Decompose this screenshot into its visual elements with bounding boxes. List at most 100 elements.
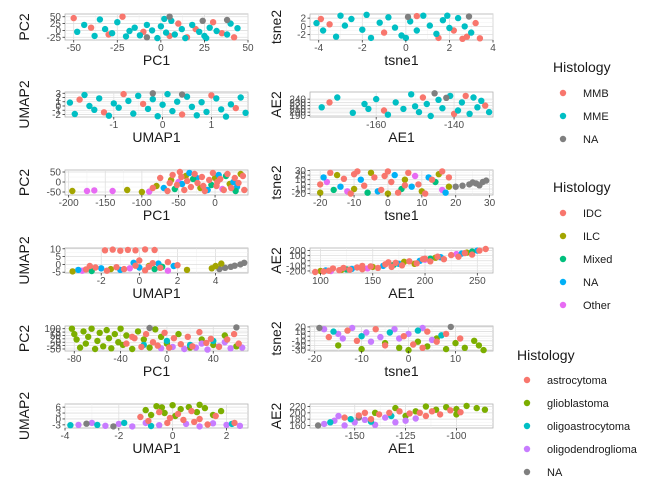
data-point [196, 328, 203, 336]
x-tick-label: 40 [208, 354, 220, 365]
data-point [209, 420, 217, 427]
data-point [203, 34, 210, 42]
data-point [183, 93, 191, 100]
data-point [386, 329, 393, 336]
data-points [66, 90, 249, 120]
data-point [378, 186, 385, 194]
data-point [448, 251, 455, 259]
data-point [203, 339, 210, 347]
data-point [476, 35, 484, 42]
data-point [132, 262, 139, 269]
data-point [162, 29, 170, 36]
data-point [213, 95, 220, 102]
legend: Histology IDC ILC Mixed NA Other [553, 179, 612, 312]
data-point [91, 32, 98, 40]
x-tick-label: 20 [450, 198, 462, 209]
data-points [70, 13, 241, 42]
x-tick-label: -2 [114, 431, 123, 442]
x-tick-label: 100 [312, 276, 329, 287]
data-point [231, 262, 238, 269]
data-point [173, 181, 181, 189]
legend: Histology astrocytoma glioblastoma oligoast… [517, 347, 638, 479]
data-point [439, 168, 446, 175]
data-point [187, 183, 195, 191]
data-point [445, 174, 453, 181]
data-point [374, 264, 382, 272]
data-point [149, 96, 156, 103]
y-tick-label: -10 [292, 336, 307, 347]
x-tick-label: 4 [490, 43, 496, 54]
data-point [68, 325, 76, 332]
y-tick-label: -1 [52, 106, 61, 117]
data-point [461, 249, 468, 257]
legend-title: Histology [553, 59, 611, 75]
data-point [87, 24, 95, 31]
data-point [177, 405, 184, 413]
y-axis-title: UMAP2 [16, 80, 32, 128]
data-point [341, 422, 348, 429]
data-point [413, 12, 420, 20]
data-point [105, 335, 113, 342]
x-tick-label: -50 [171, 198, 186, 209]
data-point [367, 338, 375, 345]
data-point [476, 247, 483, 254]
data-point [137, 413, 144, 421]
data-point [126, 27, 133, 35]
data-point [433, 30, 440, 37]
x-tick-label: 250 [469, 276, 486, 287]
data-point [66, 99, 74, 106]
data-point [71, 110, 79, 118]
y-tick-label: 50 [50, 168, 62, 179]
legend-swatch [559, 255, 567, 263]
data-point [365, 105, 372, 113]
data-point [108, 345, 115, 352]
data-points [312, 245, 489, 276]
x-tick-label: 2 [224, 431, 230, 442]
data-point [166, 13, 173, 20]
data-point [414, 338, 422, 345]
y-tick-label: -20 [292, 341, 307, 352]
data-point [154, 113, 161, 120]
data-point [103, 267, 111, 274]
data-point [474, 104, 481, 111]
data-point [346, 266, 353, 273]
y-tick-label: 1 [55, 97, 61, 108]
data-point [203, 108, 210, 116]
data-points [313, 11, 484, 42]
y-tick-label: -50 [47, 188, 62, 199]
data-point [415, 181, 422, 188]
legend-label: NA [547, 467, 563, 479]
data-point [408, 91, 415, 98]
data-point [134, 328, 142, 335]
y-tick-label: -25 [47, 33, 62, 44]
data-point [461, 23, 468, 30]
data-point [401, 182, 409, 189]
data-point [326, 21, 333, 28]
y-tick-label: 0 [300, 332, 306, 343]
data-point [169, 171, 176, 179]
data-point [181, 345, 188, 353]
data-point [445, 183, 453, 190]
data-point [145, 263, 153, 270]
x-axis-title: PC1 [143, 52, 170, 68]
y-tick-label: 75 [50, 328, 62, 339]
data-point [164, 419, 171, 427]
data-point [154, 342, 161, 349]
data-point [400, 333, 407, 340]
data-point [386, 409, 393, 416]
data-point [471, 337, 478, 344]
data-point [408, 183, 415, 190]
data-point [413, 260, 420, 267]
x-tick-label: 4 [213, 276, 219, 287]
data-point [181, 186, 188, 194]
x-axis-title: tsne1 [384, 52, 418, 68]
data-point [406, 410, 413, 417]
data-point [110, 100, 118, 107]
data-point [136, 257, 143, 264]
data-point [156, 422, 163, 429]
data-point [319, 27, 327, 34]
